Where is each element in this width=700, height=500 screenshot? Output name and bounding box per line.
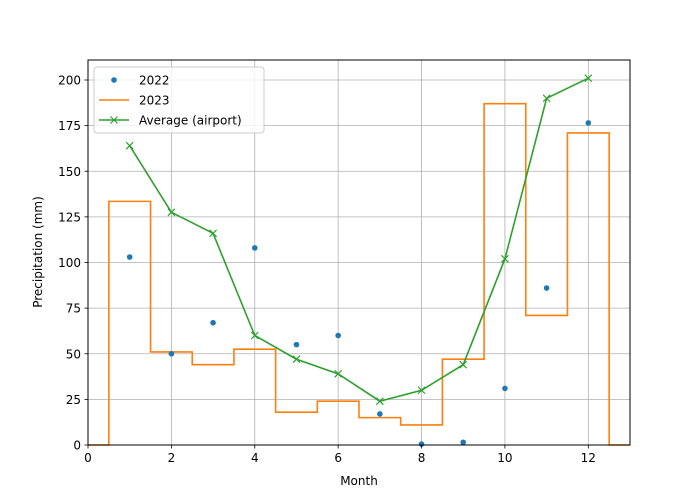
- series-2023-path: [88, 102, 630, 446]
- scatter-point: [335, 332, 341, 339]
- legend-average-x-marker-icon: [110, 116, 118, 124]
- legend-2023-label: 2023: [139, 94, 170, 108]
- scatter-point: [168, 350, 175, 357]
- x-marker-icon: [334, 369, 343, 378]
- x-axis-label: Month: [340, 474, 378, 488]
- series-2022-scatter: [126, 120, 592, 447]
- x-tick-label: 0: [84, 451, 92, 465]
- legend: 2022 2023 Average (airport): [93, 66, 265, 134]
- scatter-point: [251, 245, 258, 251]
- y-tick-label: 75: [66, 302, 81, 316]
- scatter-point: [126, 254, 133, 260]
- x-tick-label: 12: [581, 451, 596, 465]
- scatter-point: [502, 385, 508, 392]
- x-marker-icon: [292, 355, 301, 364]
- scatter-point: [293, 341, 300, 348]
- x-marker-icon: [542, 94, 551, 103]
- legend-box: [93, 66, 265, 134]
- legend-2022-marker-icon: [111, 77, 117, 83]
- x-marker-icon: [125, 141, 134, 150]
- scatter-point: [585, 120, 592, 126]
- y-tick-label: 150: [58, 165, 81, 179]
- x-tick-label: 10: [497, 451, 512, 465]
- legend-average-label: Average (airport): [139, 114, 242, 128]
- x-tick-label: 4: [251, 451, 259, 465]
- series-2023-step-line: [88, 102, 630, 446]
- grid-lines: [87, 60, 630, 446]
- x-marker-icon: [459, 360, 468, 369]
- x-tick-label: 8: [418, 451, 426, 465]
- x-marker-icon: [584, 74, 593, 83]
- scatter-point: [377, 411, 383, 417]
- y-tick-label: 100: [58, 256, 81, 270]
- legend-2022-label: 2022: [139, 74, 170, 88]
- x-marker-icon: [167, 208, 176, 217]
- series-average-airport-line: [125, 74, 593, 406]
- y-axis-label: Precipitation (mm): [31, 196, 45, 308]
- x-marker-icon: [375, 397, 384, 406]
- y-tick-label: 25: [66, 393, 81, 407]
- scatter-point: [210, 319, 216, 326]
- plot-frame: [87, 59, 631, 446]
- x-marker-icon: [500, 254, 509, 263]
- y-tick-label: 200: [58, 74, 81, 88]
- x-marker-icon: [209, 229, 218, 238]
- x-tick-label: 6: [334, 451, 342, 465]
- x-marker-icon: [417, 386, 426, 395]
- y-tick-label: 175: [58, 119, 81, 133]
- y-tick-label: 125: [58, 210, 81, 224]
- x-axis-ticks: 0 2 4 6 8 10 12: [84, 445, 596, 465]
- series-average-path: [129, 77, 589, 403]
- x-marker-icon: [250, 331, 259, 340]
- x-tick-label: 2: [168, 451, 176, 465]
- y-tick-label: 50: [66, 347, 81, 361]
- scatter-point: [460, 439, 467, 446]
- y-tick-label: 0: [73, 439, 81, 453]
- y-axis-ticks: 0 25 50 75 100 125 150 175 200: [58, 74, 88, 453]
- scatter-point: [543, 285, 550, 291]
